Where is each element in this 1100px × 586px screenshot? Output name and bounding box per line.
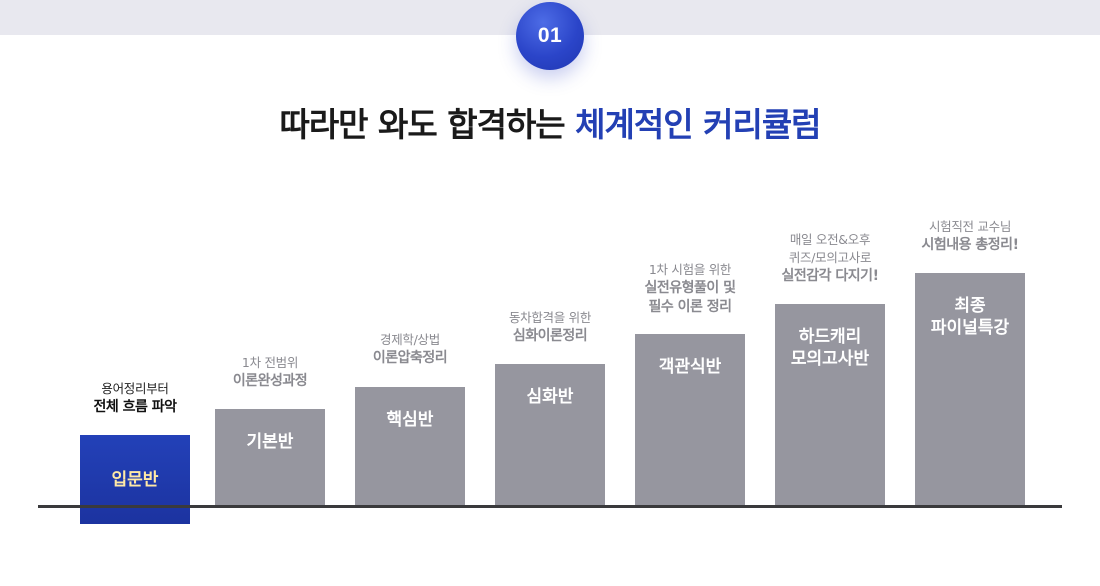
stage-caption-objective: 1차 시험을 위한 실전유형풀이 및 필수 이론 정리 [610,261,770,317]
baseline [38,505,1062,508]
stage-name: 입문반 [111,469,159,490]
stage-name: 하드캐리 모의고사반 [790,327,870,369]
stage-bar-objective: 객관식반 [635,334,745,505]
stage-name: 기본반 [246,432,294,452]
stage-caption-intro: 용어정리부터 전체 흐름 파악 [55,380,215,417]
stage-caption-sub: 매일 오전&오후 퀴즈/모의고사로 [788,232,872,265]
stage-caption-main: 전체 흐름 파악 [93,399,177,415]
stage-caption-main: 이론압축정리 [372,350,448,366]
stage-caption-sub: 1차 시험을 위한 [648,262,732,277]
step-number-badge: 01 [516,2,584,70]
stage-caption-final: 시험직전 교수님 시험내용 총정리! [890,218,1050,255]
stage-caption-advanced: 동차합격을 위한 심화이론정리 [470,309,630,346]
section-title: 따라만 와도 합격하는 체계적인 커리큘럼 [0,98,1100,146]
stage-caption-main: 실전감각 다지기! [781,268,879,284]
stage-bar-basic: 기본반 [215,409,325,505]
stage-caption-main: 이론완성과정 [232,373,308,389]
stage-caption-sub: 동차합격을 위한 [508,310,592,325]
title-prefix: 따라만 와도 합격하는 [279,105,565,144]
stage-caption-mock-exam: 매일 오전&오후 퀴즈/모의고사로 실전감각 다지기! [750,231,910,286]
stage-bar-advanced: 심화반 [495,364,605,505]
step-number: 01 [537,24,563,47]
stage-bar-core: 핵심반 [355,387,465,505]
stage-caption-main: 심화이론정리 [512,328,588,344]
title-highlight: 체계적인 커리큘럼 [575,105,821,144]
stage-caption-sub: 시험직전 교수님 [928,219,1012,234]
stage-caption-sub: 경제학/상법 [380,332,440,347]
stage-caption-sub: 용어정리부터 [101,381,169,396]
stage-name: 최종 파이널특강 [930,296,1010,338]
stage-caption-main: 시험내용 총정리! [921,237,1019,253]
stage-caption-core: 경제학/상법 이론압축정리 [330,331,490,368]
stage-name: 객관식반 [658,357,722,377]
stage-bar-final: 최종 파이널특강 [915,273,1025,505]
stage-caption-sub: 1차 전범위 [241,355,299,370]
stage-bar-mock-exam: 하드캐리 모의고사반 [775,304,885,505]
stage-name: 핵심반 [386,410,434,430]
stage-bar-intro: 입문반 [80,435,190,524]
stage-caption-basic: 1차 전범위 이론완성과정 [190,354,350,391]
stage-name: 심화반 [526,387,574,407]
stage-caption-main: 실전유형풀이 및 필수 이론 정리 [644,280,736,315]
